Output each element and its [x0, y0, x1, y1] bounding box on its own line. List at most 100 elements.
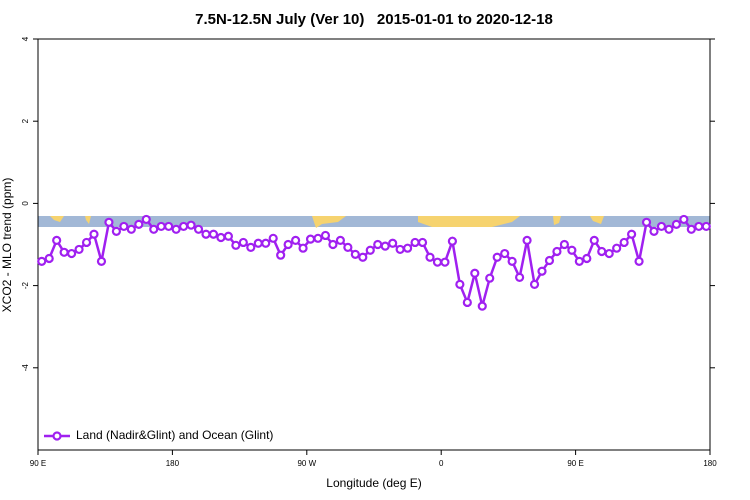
series-line	[41, 217, 707, 307]
data-point	[649, 226, 659, 236]
data-point	[641, 217, 652, 227]
data-point	[231, 240, 241, 250]
data-point	[671, 219, 682, 229]
data-point	[500, 248, 510, 259]
data-point	[44, 253, 54, 264]
data-point	[350, 249, 360, 259]
data-point	[335, 235, 345, 245]
data-point	[66, 248, 77, 259]
data-point	[664, 224, 674, 234]
data-point	[373, 239, 383, 250]
data-point	[626, 229, 637, 239]
data-point	[74, 244, 84, 255]
chart-title: 7.5N-12.5N July (Ver 10) 2015-01-01 to 2…	[195, 11, 553, 28]
data-point	[537, 266, 547, 276]
y-tick-label: 2	[21, 118, 30, 123]
land	[312, 216, 346, 228]
y-tick-label: 4	[21, 36, 30, 41]
data-point	[141, 214, 151, 225]
data-point	[589, 235, 599, 245]
data-point	[179, 221, 189, 232]
data-point	[216, 232, 226, 243]
data-point	[358, 252, 368, 262]
data-point	[440, 257, 450, 267]
data-point	[514, 272, 525, 282]
land	[418, 216, 520, 227]
data-point	[134, 219, 144, 229]
x-tick-label: 90 W	[297, 459, 316, 468]
data-point	[522, 235, 532, 245]
data-point	[656, 221, 667, 232]
ocean-band	[38, 216, 710, 227]
data-point	[529, 279, 540, 289]
data-point	[238, 237, 248, 248]
data-point	[111, 226, 122, 236]
x-axis-label: Longitude (deg E)	[326, 476, 421, 490]
data-point	[223, 231, 233, 241]
data-point	[119, 221, 129, 232]
plot-frame	[37, 38, 711, 451]
data-point	[485, 273, 495, 283]
data-point	[694, 221, 704, 232]
data-point	[305, 234, 316, 244]
data-point	[126, 224, 136, 234]
y-tick-label: 0	[21, 201, 30, 206]
x-tick-label: 90 E	[567, 459, 583, 468]
data-point	[604, 248, 614, 259]
data-point	[432, 257, 443, 267]
data-point	[193, 224, 204, 234]
data-point	[81, 237, 92, 248]
data-point	[149, 224, 159, 234]
x-tick-label: 90 E	[30, 459, 46, 468]
data-point	[201, 229, 211, 239]
y-axis-label: XCO2 - MLO trend (ppm)	[0, 178, 14, 313]
data-point	[612, 243, 622, 253]
data-point	[52, 235, 62, 245]
data-point	[395, 244, 405, 255]
data-point	[619, 237, 629, 248]
data-point	[320, 230, 331, 241]
data-point	[291, 235, 301, 245]
legend-marker	[52, 431, 62, 441]
data-point	[268, 233, 278, 243]
data-point	[567, 245, 577, 255]
data-point	[701, 221, 711, 232]
data-point	[328, 239, 338, 250]
data-point	[470, 268, 480, 278]
data-point	[313, 233, 323, 243]
data-point	[507, 256, 517, 266]
data-point	[447, 236, 457, 246]
data-point	[96, 256, 107, 266]
data-point	[477, 301, 487, 311]
x-tick-label: 180	[703, 459, 717, 468]
land	[553, 216, 561, 225]
land	[50, 216, 64, 222]
data-point	[679, 214, 689, 225]
data-point	[388, 238, 398, 248]
data-point	[89, 229, 99, 239]
data-point	[164, 221, 174, 232]
data-point	[276, 250, 286, 260]
data-point	[246, 242, 256, 252]
data-point	[552, 246, 562, 257]
y-tick-label: -4	[21, 364, 30, 372]
legend-label: Land (Nadir&Glint) and Ocean (Glint)	[76, 428, 273, 442]
data-point	[104, 217, 114, 227]
data-point	[298, 243, 308, 253]
data-point	[380, 241, 390, 251]
data-point	[156, 221, 166, 232]
data-point	[283, 239, 293, 250]
data-point	[365, 245, 375, 255]
data-point	[171, 224, 181, 234]
data-point	[425, 252, 435, 262]
data-point	[634, 256, 644, 266]
land	[85, 216, 91, 224]
data-point	[597, 246, 607, 257]
data-point	[261, 238, 271, 248]
data-point	[37, 256, 47, 266]
data-point	[462, 297, 472, 308]
x-tick-label: 180	[166, 459, 180, 468]
data-point	[492, 252, 502, 262]
